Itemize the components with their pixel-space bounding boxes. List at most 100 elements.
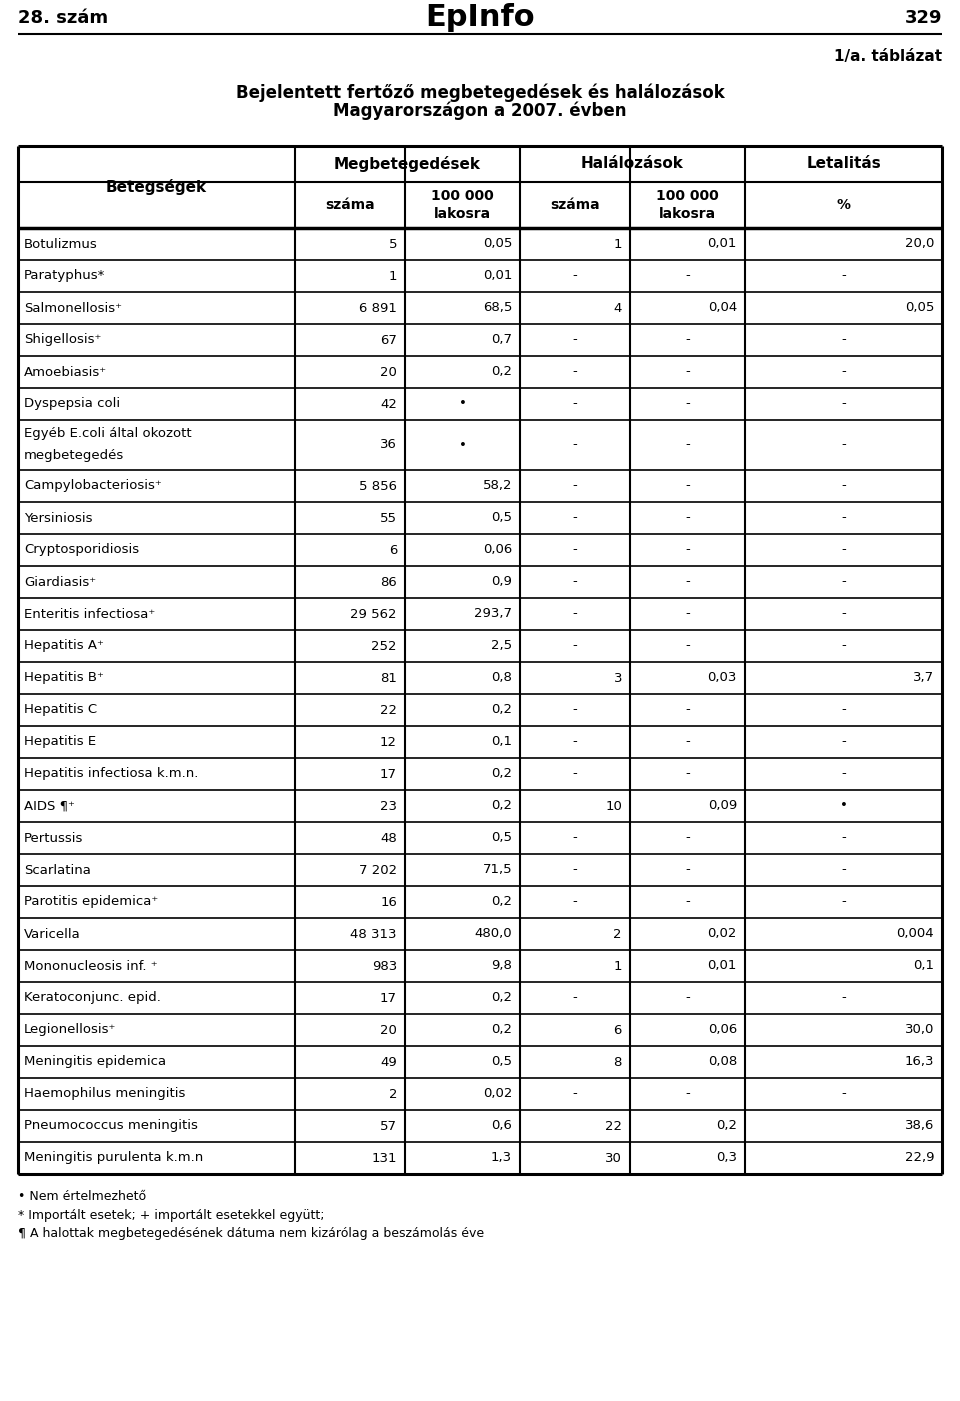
Text: 49: 49 — [380, 1055, 397, 1069]
Text: -: - — [572, 703, 577, 716]
Text: * Importált esetek; + importált esetekkel együtt;: * Importált esetek; + importált esetekke… — [18, 1209, 324, 1222]
Text: 2: 2 — [613, 927, 622, 940]
Text: -: - — [572, 639, 577, 653]
Text: 20: 20 — [380, 366, 397, 378]
Text: -: - — [841, 511, 846, 524]
Text: 6 891: 6 891 — [359, 301, 397, 314]
Text: -: - — [685, 703, 690, 716]
Text: -: - — [572, 333, 577, 346]
Text: 0,09: 0,09 — [708, 800, 737, 813]
Text: -: - — [685, 639, 690, 653]
Text: 8: 8 — [613, 1055, 622, 1069]
Text: 0,004: 0,004 — [897, 927, 934, 940]
Text: -: - — [841, 1087, 846, 1101]
Text: Hepatitis A⁺: Hepatitis A⁺ — [24, 639, 104, 653]
Text: -: - — [572, 398, 577, 410]
Text: 29 562: 29 562 — [350, 608, 397, 621]
Text: 0,08: 0,08 — [708, 1055, 737, 1069]
Text: -: - — [841, 366, 846, 378]
Text: -: - — [685, 863, 690, 877]
Text: Yersiniosis: Yersiniosis — [24, 511, 92, 524]
Text: -: - — [685, 608, 690, 621]
Text: 5 856: 5 856 — [359, 479, 397, 493]
Text: 0,04: 0,04 — [708, 301, 737, 314]
Text: AIDS ¶⁺: AIDS ¶⁺ — [24, 800, 75, 813]
Text: 0,01: 0,01 — [708, 238, 737, 251]
Text: -: - — [685, 366, 690, 378]
Text: 0,2: 0,2 — [491, 1024, 512, 1037]
Text: -: - — [685, 768, 690, 780]
Text: Hepatitis infectiosa k.m.n.: Hepatitis infectiosa k.m.n. — [24, 768, 199, 780]
Text: -: - — [572, 832, 577, 845]
Text: 131: 131 — [372, 1152, 397, 1164]
Text: -: - — [841, 832, 846, 845]
Text: -: - — [685, 832, 690, 845]
Text: 1: 1 — [613, 960, 622, 972]
Text: -: - — [572, 479, 577, 493]
Text: 1/a. táblázat: 1/a. táblázat — [834, 49, 942, 63]
Text: 4: 4 — [613, 301, 622, 314]
Text: 100 000: 100 000 — [431, 189, 493, 203]
Text: -: - — [841, 768, 846, 780]
Text: 329: 329 — [904, 8, 942, 27]
Text: 2: 2 — [389, 1087, 397, 1101]
Text: lakosra: lakosra — [434, 207, 492, 221]
Text: 17: 17 — [380, 768, 397, 780]
Text: 71,5: 71,5 — [482, 863, 512, 877]
Text: 0,2: 0,2 — [491, 366, 512, 378]
Text: 1,3: 1,3 — [491, 1152, 512, 1164]
Text: 0,8: 0,8 — [492, 671, 512, 685]
Text: 0,5: 0,5 — [491, 511, 512, 524]
Text: -: - — [841, 333, 846, 346]
Text: • Nem értelmezhető: • Nem értelmezhető — [18, 1189, 146, 1202]
Text: 1: 1 — [613, 238, 622, 251]
Text: Pneumococcus meningitis: Pneumococcus meningitis — [24, 1119, 198, 1132]
Text: Meningitis epidemica: Meningitis epidemica — [24, 1055, 166, 1069]
Text: -: - — [572, 736, 577, 748]
Text: -: - — [685, 479, 690, 493]
Text: 0,3: 0,3 — [716, 1152, 737, 1164]
Text: Hepatitis B⁺: Hepatitis B⁺ — [24, 671, 104, 685]
Text: 28. szám: 28. szám — [18, 8, 108, 27]
Text: -: - — [841, 608, 846, 621]
Text: 0,02: 0,02 — [483, 1087, 512, 1101]
Text: 81: 81 — [380, 671, 397, 685]
Text: -: - — [572, 366, 577, 378]
Text: 1: 1 — [389, 269, 397, 283]
Text: 2,5: 2,5 — [491, 639, 512, 653]
Text: -: - — [572, 1087, 577, 1101]
Text: -: - — [572, 544, 577, 556]
Text: -: - — [685, 895, 690, 908]
Text: 0,6: 0,6 — [492, 1119, 512, 1132]
Text: 0,2: 0,2 — [491, 895, 512, 908]
Text: 20: 20 — [380, 1024, 397, 1037]
Text: 36: 36 — [380, 439, 397, 451]
Text: -: - — [572, 439, 577, 451]
Text: 0,2: 0,2 — [716, 1119, 737, 1132]
Text: -: - — [841, 439, 846, 451]
Text: -: - — [841, 576, 846, 588]
Text: 17: 17 — [380, 992, 397, 1005]
Text: -: - — [685, 439, 690, 451]
Text: -: - — [841, 479, 846, 493]
Text: Halálozások: Halálozások — [581, 157, 684, 171]
Text: 67: 67 — [380, 333, 397, 346]
Text: -: - — [841, 703, 846, 716]
Text: 0,03: 0,03 — [708, 671, 737, 685]
Text: Magyarországon a 2007. évben: Magyarországon a 2007. évben — [333, 102, 627, 120]
Text: Botulizmus: Botulizmus — [24, 238, 98, 251]
Text: 100 000: 100 000 — [656, 189, 719, 203]
Text: 38,6: 38,6 — [904, 1119, 934, 1132]
Text: megbetegedés: megbetegedés — [24, 450, 124, 462]
Text: 0,9: 0,9 — [492, 576, 512, 588]
Text: •: • — [459, 398, 467, 410]
Text: 0,5: 0,5 — [491, 832, 512, 845]
Text: lakosra: lakosra — [659, 207, 716, 221]
Text: -: - — [572, 269, 577, 283]
Text: 22: 22 — [380, 703, 397, 716]
Text: 0,05: 0,05 — [904, 301, 934, 314]
Text: 0,01: 0,01 — [483, 269, 512, 283]
Text: -: - — [572, 895, 577, 908]
Text: Mononucleosis inf. ⁺: Mononucleosis inf. ⁺ — [24, 960, 157, 972]
Text: 6: 6 — [613, 1024, 622, 1037]
